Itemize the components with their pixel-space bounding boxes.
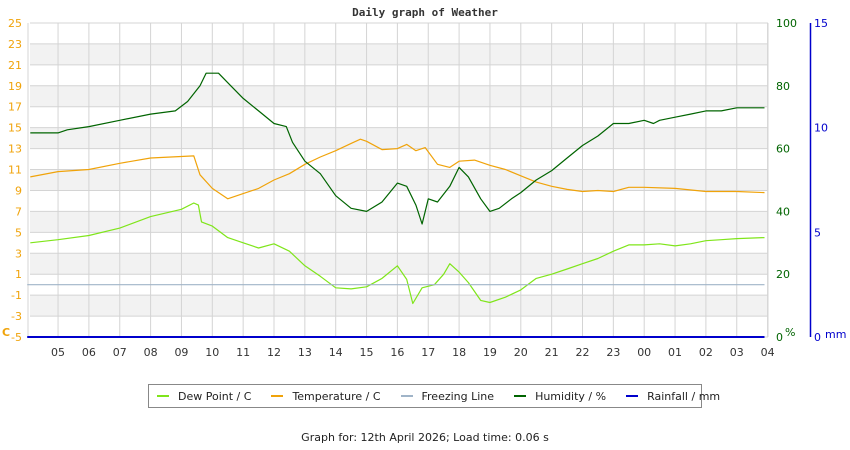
legend-swatch-icon	[157, 395, 169, 397]
series-humidity	[30, 72, 765, 225]
grid-band	[30, 127, 768, 149]
x-tick-label: 20	[514, 346, 528, 359]
x-tick-label: 07	[113, 346, 127, 359]
grid-band	[30, 253, 768, 275]
legend-item-temperature: Temperature / C	[269, 389, 381, 403]
x-tick-label: 03	[730, 346, 744, 359]
x-tick-label: 05	[51, 346, 65, 359]
x-tick-label: 13	[298, 346, 312, 359]
y-axis-unit-mm: mm	[825, 328, 846, 341]
y-tick-label-temperature: -5	[11, 331, 22, 344]
y-tick-label-humidity: 20	[776, 268, 790, 281]
legend-item-humidity: Humidity / %	[512, 390, 606, 403]
legend-swatch-icon	[271, 395, 284, 397]
y-tick-label-temperature: 11	[8, 164, 22, 177]
y-axis-unit-percent: %	[785, 326, 795, 339]
y-tick-label-temperature: 5	[15, 226, 22, 239]
y-tick-label-temperature: 7	[15, 205, 22, 218]
y-tick-label-rainfall: 15	[814, 17, 828, 30]
y-tick-label-humidity: 40	[776, 205, 790, 218]
y-tick-label-humidity: 100	[776, 17, 797, 30]
legend-swatch-icon	[400, 395, 413, 397]
y-tick-label-humidity: 60	[776, 143, 790, 156]
y-tick-label-temperature: 23	[8, 38, 22, 51]
y-tick-label-rainfall: 5	[814, 226, 821, 239]
chart-series	[27, 72, 765, 338]
chart-title: Daily graph of Weather	[352, 6, 498, 19]
legend-label: Rainfall / mm	[647, 389, 721, 403]
x-tick-label: 04	[761, 346, 775, 359]
legend-label: Temperature / C	[292, 389, 381, 403]
y-tick-label-temperature: 17	[8, 101, 22, 114]
y-tick-label-temperature: 15	[8, 122, 22, 135]
y-tick-label-temperature: 3	[15, 247, 22, 260]
series-dew-point-c	[30, 202, 765, 305]
y-tick-label-temperature: -3	[11, 310, 22, 323]
x-tick-label: 17	[421, 346, 435, 359]
grid-band	[30, 85, 768, 107]
y-tick-label-temperature: -1	[11, 289, 22, 302]
x-tick-label: 00	[637, 346, 651, 359]
gridlines	[27, 22, 769, 338]
chart-legend: Dew Point / C Temperature / C Freezing Lin…	[148, 384, 720, 408]
x-tick-label: 02	[699, 346, 713, 359]
y-tick-label-humidity: 80	[776, 80, 790, 93]
y-tick-label-rainfall: 0	[814, 331, 821, 344]
x-tick-label: 01	[668, 346, 682, 359]
legend-label: Freezing Line	[421, 389, 495, 403]
y-tick-label-temperature: 9	[15, 184, 22, 197]
y-tick-label-temperature: 13	[8, 143, 22, 156]
grid-band	[30, 295, 768, 317]
x-tick-label: 15	[360, 346, 374, 359]
x-tick-label: 22	[576, 346, 590, 359]
x-tick-label: 19	[483, 346, 497, 359]
y-tick-label-temperature: 1	[15, 268, 22, 281]
footer-status: Graph for: 12th April 2026; Load time: 0…	[301, 431, 549, 444]
grid-bands	[30, 43, 768, 317]
x-tick-label: 11	[236, 346, 250, 359]
chart-axes: 05 06 07 08 09 10 11 12 13 14 15 16 17 18 19 20 21 22 23 00…	[2, 17, 846, 359]
y-axis-unit-celsius: C	[2, 326, 10, 339]
x-tick-label: 21	[545, 346, 559, 359]
legend-label: Humidity / %	[535, 389, 607, 403]
x-tick-label: 14	[329, 346, 343, 359]
y-tick-label-temperature: 21	[8, 59, 22, 72]
grid-band	[30, 169, 768, 191]
x-tick-label: 10	[205, 346, 219, 359]
legend-swatch-icon	[626, 395, 639, 397]
x-tick-label: 06	[82, 346, 96, 359]
series-temperature-c	[30, 138, 765, 200]
x-tick-label: 23	[606, 346, 620, 359]
legend-item-freezing-line: Freezing Line	[399, 389, 495, 403]
y-tick-label-humidity: 0	[776, 331, 783, 344]
legend-item-rainfall: Rainfall / mm	[624, 390, 720, 403]
y-tick-label-temperature: 25	[8, 17, 22, 30]
x-tick-label: 18	[452, 346, 466, 359]
x-tick-label: 08	[144, 346, 158, 359]
grid-band	[30, 211, 768, 233]
weather-chart: 05 06 07 08 09 10 11 12 13 14 15 16 17 18 19 20 21 22 23 00…	[2, 17, 846, 359]
legend-item-dew-point: Dew Point / C	[155, 390, 251, 403]
legend-label: Dew Point / C	[178, 389, 252, 403]
y-tick-label-rainfall: 10	[814, 122, 828, 135]
legend-swatch-icon	[514, 395, 527, 397]
y-tick-label-temperature: 19	[8, 80, 22, 93]
x-tick-label: 12	[267, 346, 281, 359]
grid-band	[30, 43, 768, 65]
x-tick-label: 16	[390, 346, 404, 359]
x-tick-label: 09	[174, 346, 188, 359]
